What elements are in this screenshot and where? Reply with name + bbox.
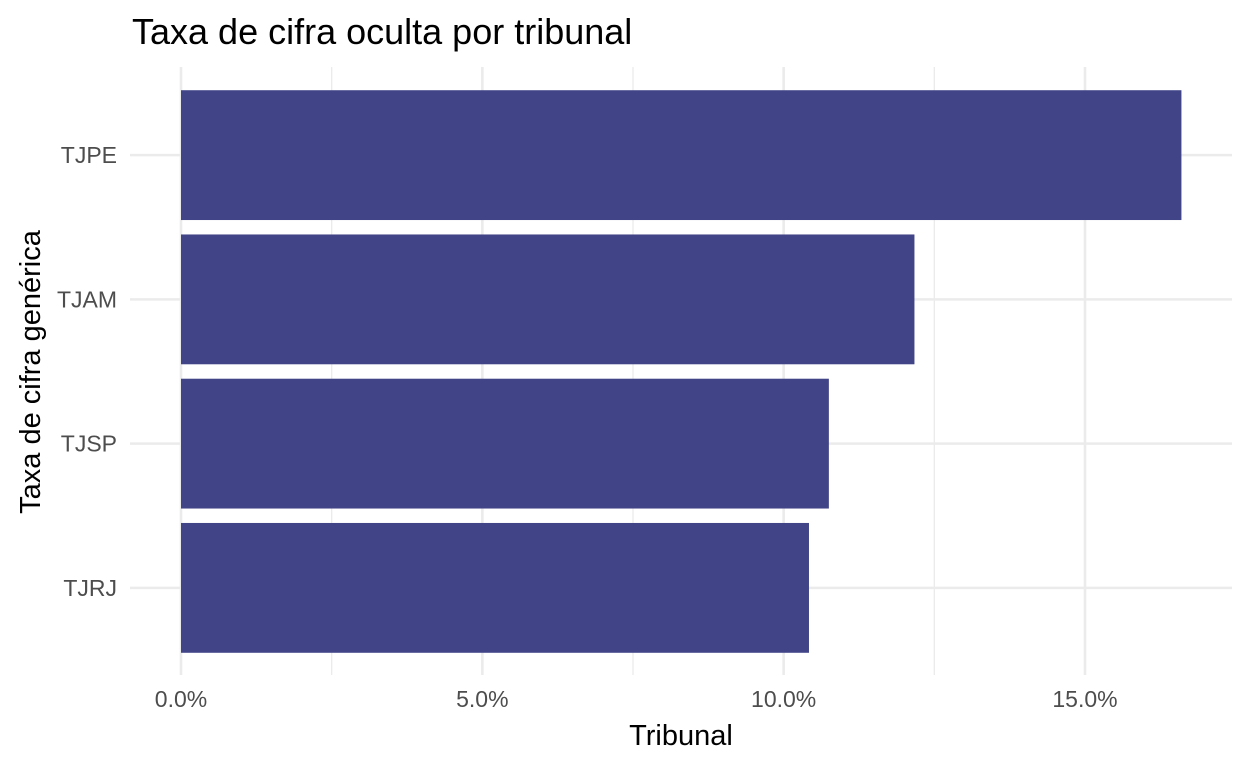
bar-tjsp	[181, 378, 829, 509]
y-tick-label: TJPE	[61, 142, 117, 168]
y-tick-label: TJSP	[61, 431, 117, 457]
x-tick-label: 5.0%	[456, 686, 508, 712]
bars	[181, 90, 1182, 653]
y-tick-label: TJRJ	[63, 575, 117, 601]
x-tick-label: 15.0%	[1052, 686, 1117, 712]
y-tick-labels: TJPE TJAM TJSP TJRJ	[57, 142, 117, 601]
x-tick-label: 0.0%	[155, 686, 207, 712]
x-tick-label: 10.0%	[751, 686, 816, 712]
y-axis-title: Taxa de cifra genérica	[15, 229, 47, 514]
bar-tjpe	[181, 90, 1182, 221]
x-tick-labels: 0.0% 5.0% 10.0% 15.0%	[155, 686, 1118, 712]
bar-tjrj	[181, 522, 809, 653]
x-axis-title: Tribunal	[629, 720, 733, 752]
bar-tjam	[181, 234, 915, 365]
y-tick-label: TJAM	[57, 286, 117, 312]
chart-title: Taxa de cifra oculta por tribunal	[132, 11, 632, 52]
